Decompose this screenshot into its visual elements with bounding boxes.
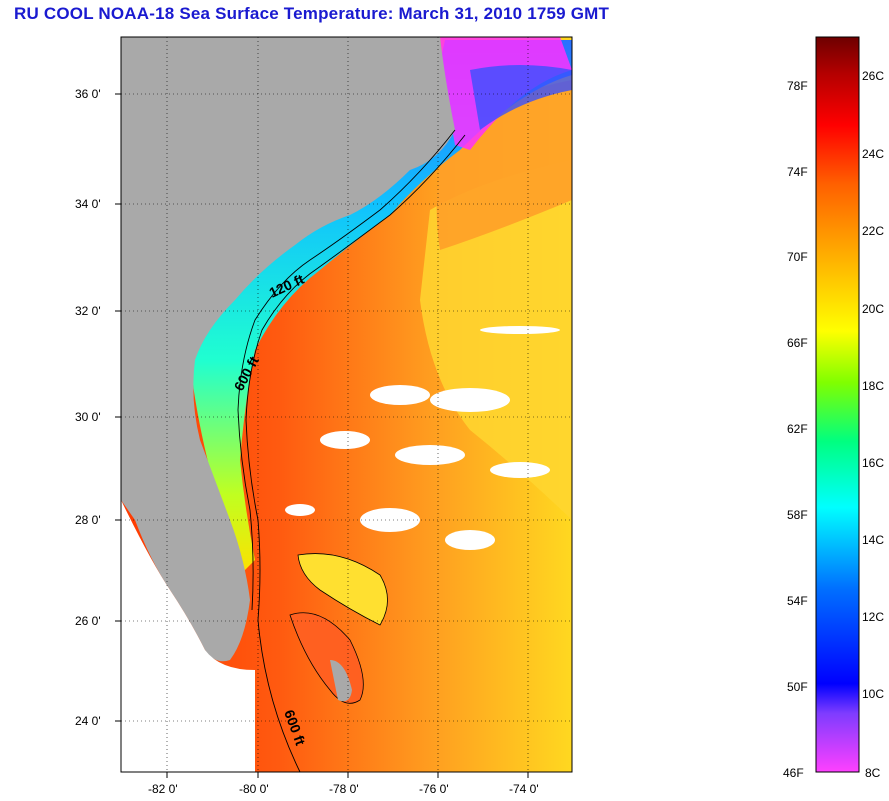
lon-label: -76 0' [419,782,449,796]
map-title: RU COOL NOAA-18 Sea Surface Temperature:… [14,4,610,23]
colorbar-c-label: 14C [862,533,885,547]
colorbar-c-label: 12C [862,610,885,624]
map-frame [120,36,573,773]
colorbar-f-label: 74F [787,165,808,179]
colorbar-f-label: 46F [783,766,804,780]
colorbar-c-label: 22C [862,224,885,238]
cloud-cover [285,326,560,550]
colorbar-f-label: 62F [787,422,808,436]
lat-label: 28 0' [75,513,101,527]
colorbar-f-label: 58F [787,508,808,522]
contour-600ft [245,134,466,772]
colorbar-c-label: 26C [862,69,885,83]
colorbar-c-label: 18C [862,379,885,393]
colorbar-c-label: 24C [862,147,885,161]
lat-lon-grid [121,37,572,772]
colorbar-c-label: 8C [865,766,881,780]
lon-label: -78 0' [329,782,359,796]
colorbar-c-label: 10C [862,687,885,701]
lat-label: 26 0' [75,614,101,628]
colorbar-f-label: 78F [787,79,808,93]
contour-120ft [237,129,456,611]
colorbar-c-label: 20C [862,302,885,316]
lat-label: 36 0' [75,87,101,101]
lat-label: 34 0' [75,197,101,211]
lon-label: -80 0' [239,782,269,796]
colorbar-c-label: 16C [862,456,885,470]
colorbar [815,36,860,773]
colorbar-f-label: 50F [787,680,808,694]
lon-label: -82 0' [148,782,178,796]
colorbar-f-label: 66F [787,336,808,350]
colorbar-f-label: 54F [787,594,808,608]
axis-ticks [115,93,529,778]
little-bahama-bank [297,553,388,626]
lon-label: -74 0' [509,782,539,796]
lat-label: 32 0' [75,304,101,318]
lat-label: 24 0' [75,714,101,728]
colorbar-f-label: 70F [787,250,808,264]
lat-label: 30 0' [75,410,101,424]
us-southeast-landmass [121,37,455,662]
